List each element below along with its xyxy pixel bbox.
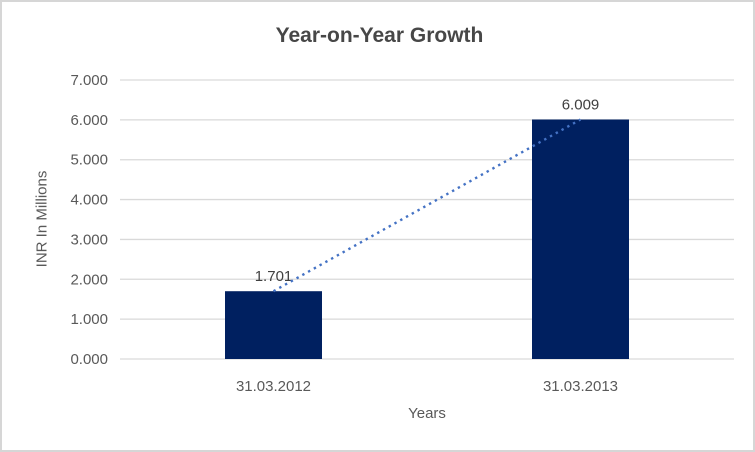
y-tick-label: 3.000: [70, 231, 108, 248]
bar-value-label: 1.701: [255, 268, 293, 285]
bar-2: [532, 119, 629, 359]
chart-title: Year-on-Year Growth: [275, 24, 484, 47]
x-axis-title: Years: [408, 405, 446, 422]
y-tick-label: 7.000: [70, 72, 108, 89]
bar-value-label: 6.009: [562, 96, 600, 113]
y-tick-label: 1.000: [70, 311, 108, 328]
x-category-label: 31.03.2013: [543, 378, 618, 395]
y-tick-label: 2.000: [70, 271, 108, 288]
y-tick-label: 4.000: [70, 192, 108, 209]
x-category-label: 31.03.2012: [236, 378, 311, 395]
bar-1: [225, 291, 322, 359]
y-tick-label: 5.000: [70, 152, 108, 169]
y-tick-label: 0.000: [70, 351, 108, 368]
y-tick-label: 6.000: [70, 112, 108, 129]
